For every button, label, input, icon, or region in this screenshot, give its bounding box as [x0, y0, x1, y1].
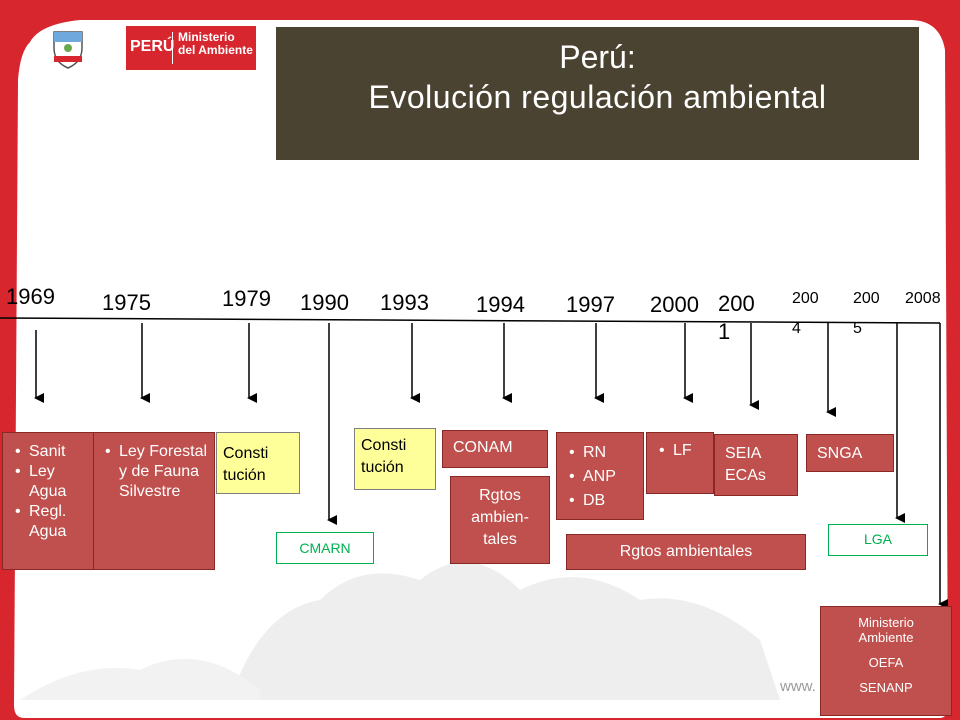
- footer-url: www.: [780, 678, 816, 695]
- coat-of-arms-icon: [53, 31, 83, 69]
- list-item-ley-agua: Ley Agua: [15, 462, 93, 502]
- box-1969: Sanit Ley Agua Regl. Agua: [2, 432, 94, 570]
- list-item-anp: ANP: [569, 465, 643, 489]
- list-item-regl-agua: Regl. Agua: [15, 502, 93, 542]
- title-line-1: Perú:: [559, 39, 636, 75]
- box-1994-conam: CONAM: [442, 430, 548, 468]
- logo-country: PERÚ: [130, 38, 175, 55]
- logo-ministry: Ministerio del Ambiente: [178, 31, 253, 57]
- title-line-2: Evolución regulación ambiental: [368, 79, 827, 115]
- logo-ministry-line-1: Ministerio: [178, 30, 235, 44]
- box-1979: Consti tución: [216, 432, 300, 494]
- year-2004: 200 4: [792, 290, 819, 337]
- list-item-lf: LF: [659, 441, 713, 461]
- ministry-logo: PERÚ Ministerio del Ambiente: [40, 20, 256, 76]
- year-1997: 1997: [566, 292, 615, 317]
- timeline-axis: [0, 317, 941, 324]
- peru-brand-block: PERÚ Ministerio del Ambiente: [126, 26, 256, 70]
- logo-divider: [172, 32, 173, 64]
- year-2000: 2000: [650, 292, 699, 317]
- year-2005: 200 5: [853, 290, 880, 337]
- box-1997-rgtos: Rgtos ambientales: [566, 534, 806, 570]
- year-1969: 1969: [6, 284, 55, 309]
- list-item-rn: RN: [569, 441, 643, 465]
- year-2008: 2008: [905, 290, 941, 307]
- year-1990: 1990: [300, 290, 349, 315]
- box-1975: Ley Forestal y de Fauna Silvestre: [93, 432, 215, 570]
- box-1990: CMARN: [276, 532, 374, 564]
- year-1993: 1993: [380, 290, 429, 315]
- list-item-ley-forestal: Ley Forestal y de Fauna Silvestre: [105, 442, 208, 502]
- box-1993: Consti tución: [354, 428, 436, 490]
- box-2004: SNGA: [806, 434, 894, 472]
- title-banner: Perú: Evolución regulación ambiental: [276, 27, 919, 160]
- year-2001: 200 1: [718, 291, 755, 344]
- year-1979: 1979: [222, 286, 271, 311]
- logo-ministry-line-2: del Ambiente: [178, 43, 253, 57]
- list-item-sanit: Sanit: [15, 442, 93, 462]
- box-1994-rgtos: Rgtos ambien-tales: [450, 476, 550, 564]
- list-item-ministerio-ambiente: Ministerio Ambiente: [858, 615, 914, 645]
- year-1994: 1994: [476, 292, 525, 317]
- box-2008: Ministerio Ambiente OEFA SENANP: [820, 606, 952, 716]
- list-item-oefa: OEFA: [868, 655, 904, 670]
- box-1997: RN ANP DB: [556, 432, 644, 520]
- box-2005: LGA: [828, 524, 928, 556]
- year-1975: 1975: [102, 290, 151, 315]
- box-2001: SEIA ECAs: [714, 434, 798, 496]
- list-item-db: DB: [569, 489, 643, 513]
- list-item-senanp: SENANP: [859, 680, 913, 695]
- box-2000: LF: [646, 432, 714, 494]
